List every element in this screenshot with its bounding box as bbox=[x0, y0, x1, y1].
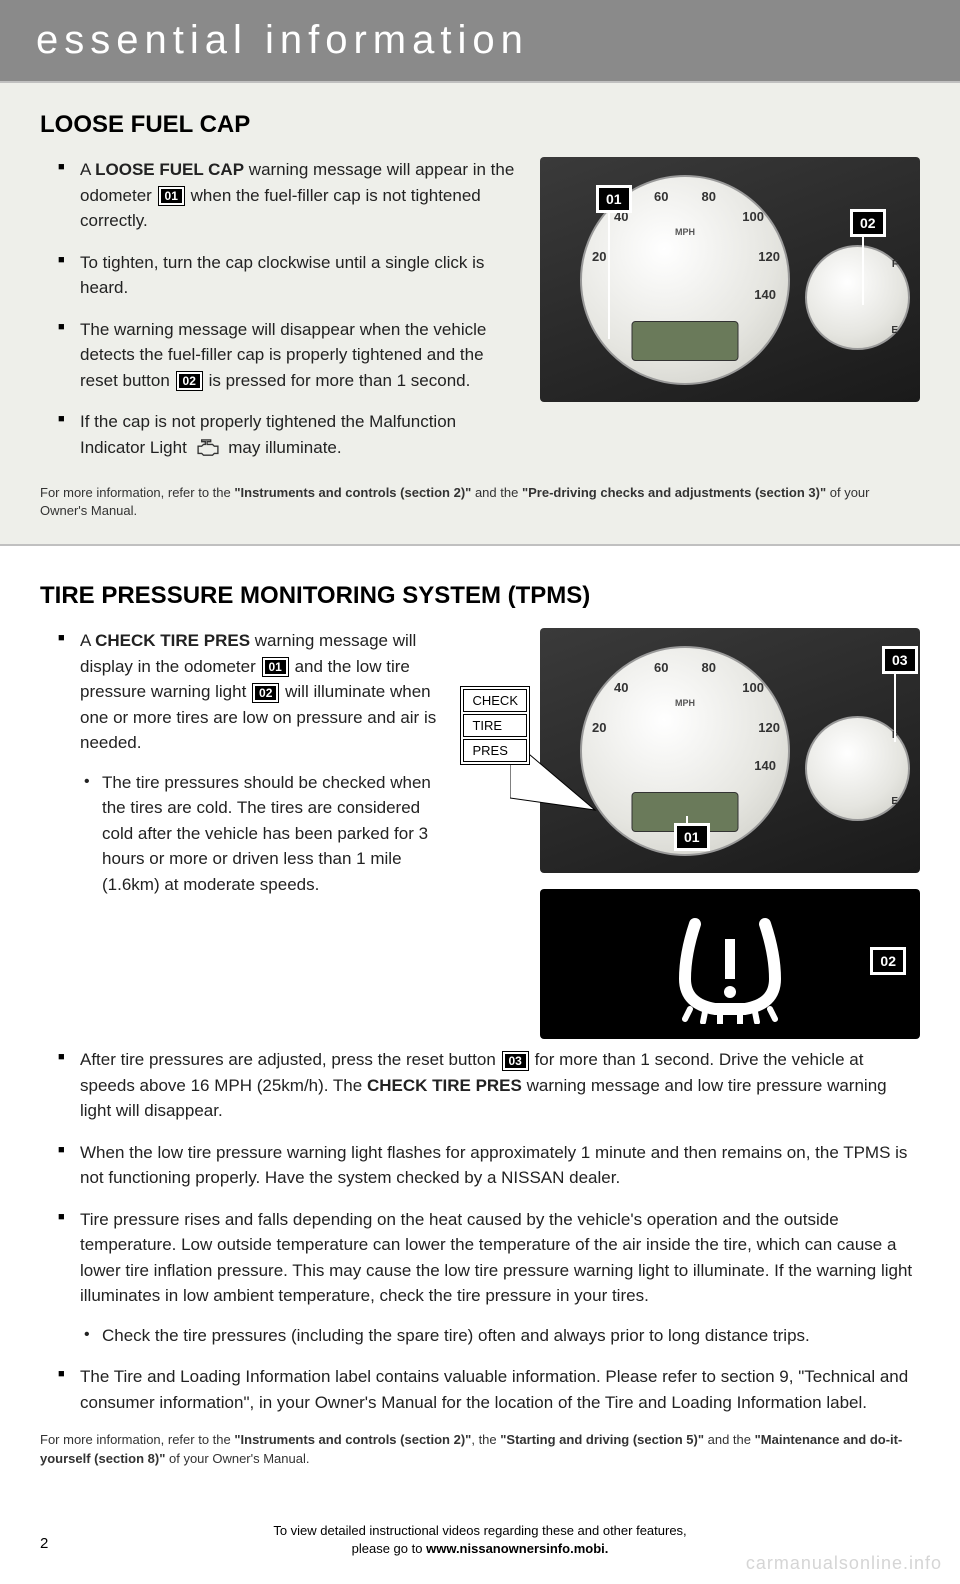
footer-url: www.nissanownersinfo.mobi. bbox=[426, 1541, 608, 1556]
fuel-gauge: F E bbox=[805, 245, 910, 350]
text-bold: "Instruments and controls (section 2)" bbox=[234, 485, 471, 500]
list-item: To tighten, turn the cap clockwise until… bbox=[58, 250, 520, 301]
engine-icon bbox=[194, 439, 222, 457]
list-item: When the low tire pressure warning light… bbox=[58, 1140, 920, 1191]
check-label: CHECK bbox=[463, 689, 527, 712]
text-bold: "Starting and driving (section 5)" bbox=[500, 1432, 704, 1447]
section-tpms: TIRE PRESSURE MONITORING SYSTEM (TPMS) A… bbox=[0, 544, 960, 1491]
list-item: A LOOSE FUEL CAP warning message will ap… bbox=[58, 157, 520, 234]
mph-label: MPH bbox=[675, 698, 695, 708]
section-1-title: LOOSE FUEL CAP bbox=[40, 111, 920, 139]
text-bold: CHECK TIRE PRES bbox=[367, 1076, 522, 1095]
gauge-tick: 80 bbox=[702, 189, 716, 204]
gauge-tick: 120 bbox=[758, 249, 780, 264]
gauge-tick: 100 bbox=[742, 680, 764, 695]
list-item: After tire pressures are adjusted, press… bbox=[58, 1047, 920, 1124]
reference-number: 01 bbox=[159, 187, 184, 205]
sub-list-item: The tire pressures should be checked whe… bbox=[80, 770, 440, 898]
reference-number: 01 bbox=[263, 658, 288, 676]
callout-02: 02 bbox=[850, 209, 886, 237]
callout-line bbox=[862, 235, 864, 305]
mph-label: MPH bbox=[675, 227, 695, 237]
callout-line bbox=[894, 672, 896, 742]
text: and the bbox=[704, 1432, 755, 1447]
callout-line bbox=[608, 209, 610, 339]
tpms-icon bbox=[665, 904, 795, 1024]
callout-02: 02 bbox=[870, 947, 906, 975]
gauge-tick: 60 bbox=[654, 189, 668, 204]
fuel-empty: E bbox=[891, 325, 898, 336]
dashboard-image-1: MPH 20 40 60 80 100 120 140 F E 01 02 bbox=[540, 157, 920, 402]
section-2-list-bottom: After tire pressures are adjusted, press… bbox=[40, 1047, 920, 1415]
callout-03: 03 bbox=[882, 646, 918, 674]
text: For more information, refer to the bbox=[40, 1432, 234, 1447]
text: , the bbox=[471, 1432, 500, 1447]
list-item: Tire pressure rises and falls depending … bbox=[58, 1207, 920, 1349]
reference-number: 02 bbox=[177, 372, 202, 390]
section-1-list: A LOOSE FUEL CAP warning message will ap… bbox=[40, 157, 520, 460]
sub-list-item: Check the tire pressures (including the … bbox=[80, 1323, 920, 1349]
watermark: carmanualsonline.info bbox=[746, 1553, 942, 1574]
section-2-title: TIRE PRESSURE MONITORING SYSTEM (TPMS) bbox=[40, 582, 920, 610]
tpms-warning-light: 02 bbox=[540, 889, 920, 1039]
text-bold: LOOSE FUEL CAP bbox=[95, 160, 244, 179]
list-item: A CHECK TIRE PRES warning message will d… bbox=[58, 628, 520, 897]
footer-line-1: To view detailed instructional videos re… bbox=[273, 1523, 686, 1538]
text: is pressed for more than 1 second. bbox=[204, 371, 470, 390]
text: of your Owner's Manual. bbox=[165, 1451, 309, 1466]
text: A bbox=[80, 160, 95, 179]
text: For more information, refer to the bbox=[40, 485, 234, 500]
footer-line-2-pre: please go to bbox=[352, 1541, 426, 1556]
section-1-footnote: For more information, refer to the "Inst… bbox=[40, 484, 920, 520]
gauge-tick: 60 bbox=[654, 660, 668, 675]
text-bold: "Pre-driving checks and adjustments (sec… bbox=[522, 485, 826, 500]
pres-label: PRES bbox=[463, 739, 527, 762]
fuel-full: F bbox=[892, 259, 898, 270]
list-item: The warning message will disappear when … bbox=[58, 317, 520, 394]
callout-01: 01 bbox=[596, 185, 632, 213]
text: may illuminate. bbox=[224, 438, 342, 457]
gauge-tick: 20 bbox=[592, 249, 606, 264]
text: After tire pressures are adjusted, press… bbox=[80, 1050, 501, 1069]
check-tire-callout-box: CHECK TIRE PRES bbox=[460, 686, 530, 765]
gauge-tick: 40 bbox=[614, 680, 628, 695]
footer-text: To view detailed instructional videos re… bbox=[180, 1522, 780, 1558]
reference-number: 03 bbox=[503, 1052, 528, 1070]
section-2-list-top: A CHECK TIRE PRES warning message will d… bbox=[40, 628, 520, 897]
text: Tire pressure rises and falls depending … bbox=[80, 1210, 912, 1306]
gauge-tick: 120 bbox=[758, 720, 780, 735]
callout-01: 01 bbox=[674, 823, 710, 851]
reference-number: 02 bbox=[253, 684, 278, 702]
list-item: If the cap is not properly tightened the… bbox=[58, 409, 520, 460]
section-loose-fuel-cap: LOOSE FUEL CAP A LOOSE FUEL CAP warning … bbox=[0, 81, 960, 544]
section-2-footnote: For more information, refer to the "Inst… bbox=[40, 1431, 920, 1467]
text: and the bbox=[471, 485, 522, 500]
fuel-empty: E bbox=[891, 796, 898, 807]
gauge-tick: 140 bbox=[754, 287, 776, 302]
text: A bbox=[80, 631, 95, 650]
page-header: essential information bbox=[0, 0, 960, 81]
gauge-tick: 140 bbox=[754, 758, 776, 773]
list-item: The Tire and Loading Information label c… bbox=[58, 1364, 920, 1415]
gauge-tick: 100 bbox=[742, 209, 764, 224]
page-number: 2 bbox=[40, 1535, 48, 1552]
tire-label: TIRE bbox=[463, 714, 527, 737]
text-bold: CHECK TIRE PRES bbox=[95, 631, 250, 650]
text-bold: "Instruments and controls (section 2)" bbox=[234, 1432, 471, 1447]
gauge-tick: 80 bbox=[702, 660, 716, 675]
